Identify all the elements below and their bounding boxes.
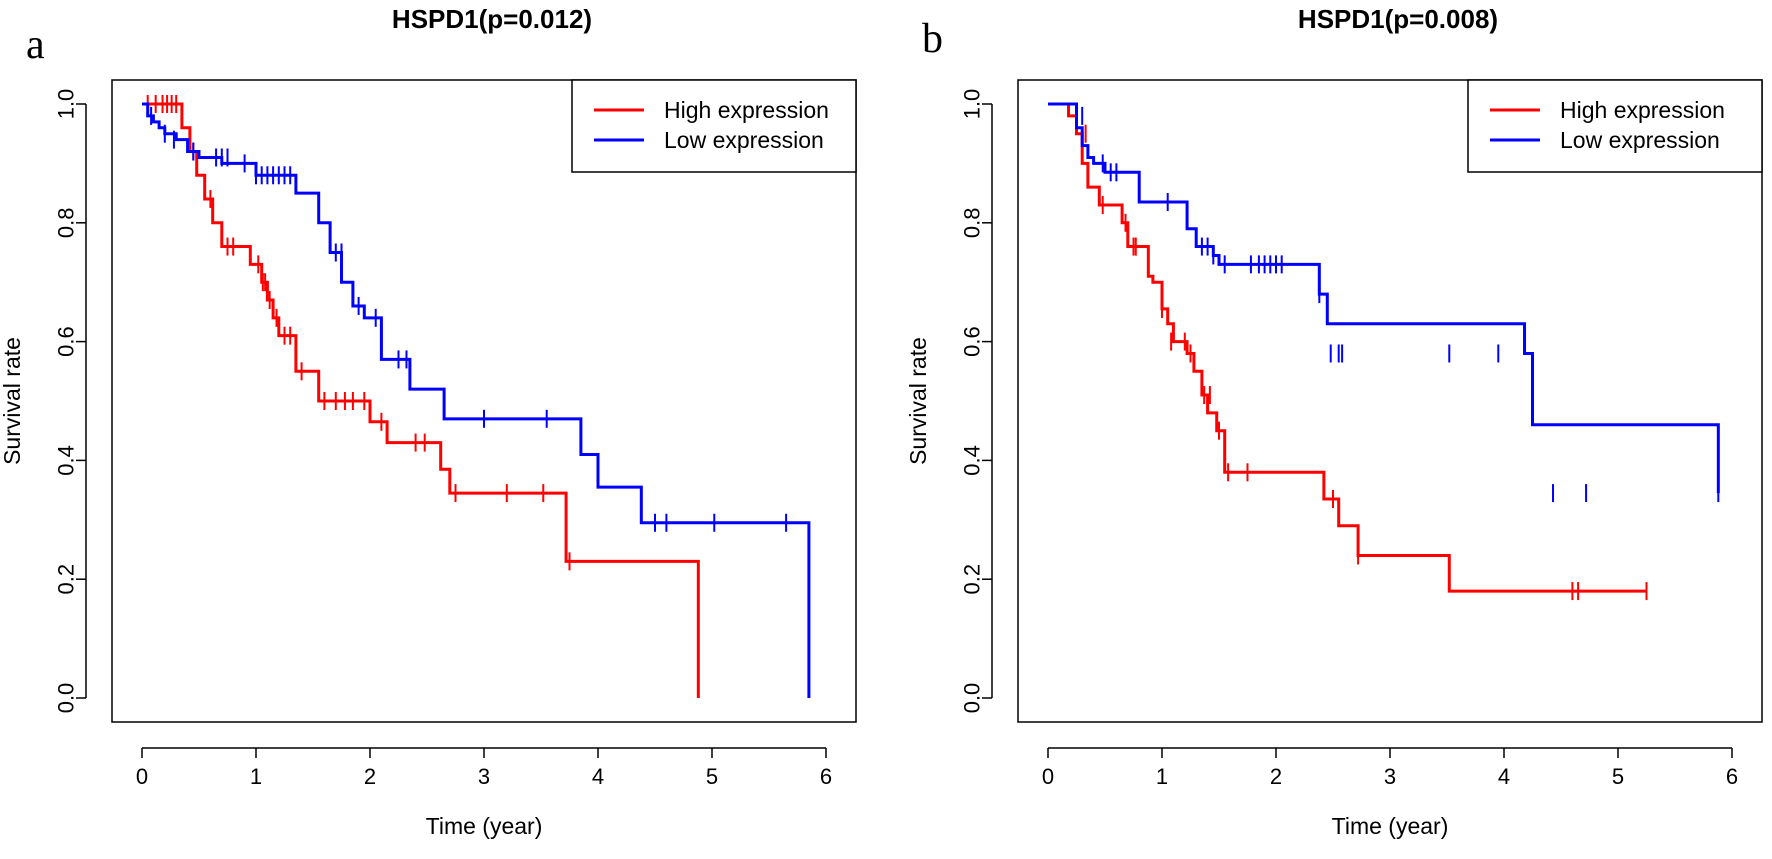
- y-tick-label: 0.4: [960, 445, 985, 476]
- y-tick-label: 0.0: [960, 683, 985, 714]
- legend-label: Low expression: [664, 127, 824, 153]
- x-tick-label: 2: [1270, 764, 1282, 789]
- y-tick-label: 0.2: [960, 564, 985, 595]
- legend-label: High expression: [664, 97, 829, 123]
- panel-letter: a: [26, 22, 45, 68]
- y-tick-label: 0.8: [960, 208, 985, 239]
- chart-title: HSPD1(p=0.008): [1298, 4, 1498, 34]
- series-line-high-expression: [1048, 102, 1647, 593]
- series-line-low-expression: [142, 102, 811, 698]
- y-tick-label: 0.8: [54, 208, 79, 239]
- x-tick-label: 6: [820, 764, 832, 789]
- x-tick-label: 6: [1726, 764, 1738, 789]
- x-tick-label: 0: [1042, 764, 1054, 789]
- plot-frame: [1017, 79, 1763, 723]
- y-tick-label: 0.2: [54, 564, 79, 595]
- x-tick-label: 4: [592, 764, 604, 789]
- chart-panel-a: HSPD1(p=0.012) a 0 1 2 3 4 5 6 0.0 0.2 0.4 0.6 0.8 1.0…: [0, 4, 857, 839]
- x-tick-label: 0: [136, 764, 148, 789]
- series-line-high-expression: [142, 102, 700, 698]
- x-tick-label: 5: [1612, 764, 1624, 789]
- x-tick-label: 1: [250, 764, 262, 789]
- x-axis-label: Time (year): [426, 813, 543, 839]
- x-tick-label: 2: [364, 764, 376, 789]
- legend-label: Low expression: [1560, 127, 1720, 153]
- y-axis-label: Survival rate: [0, 337, 25, 465]
- y-axis-label: Survival rate: [905, 337, 931, 465]
- x-tick-label: 1: [1156, 764, 1168, 789]
- y-tick-label: 0.4: [54, 445, 79, 476]
- panel-letter: b: [922, 16, 943, 62]
- y-tick-label: 0.0: [54, 683, 79, 714]
- legend-box: [571, 79, 857, 173]
- y-tick-label: 0.6: [960, 326, 985, 357]
- y-tick-label: 0.6: [54, 326, 79, 357]
- x-axis-label: Time (year): [1332, 813, 1449, 839]
- legend-box: [1467, 79, 1763, 173]
- y-tick-label: 1.0: [54, 89, 79, 120]
- x-tick-label: 5: [706, 764, 718, 789]
- y-tick-label: 1.0: [960, 89, 985, 120]
- legend-label: High expression: [1560, 97, 1725, 123]
- series-line-low-expression: [1048, 102, 1720, 494]
- x-tick-label: 3: [1384, 764, 1396, 789]
- chart-panel-b: HSPD1(p=0.008) b 0 1 2 3 4 5 6 0.0 0.2 0.4 0.6 0.8 1.0…: [905, 4, 1763, 839]
- chart-title: HSPD1(p=0.012): [392, 4, 592, 34]
- x-tick-label: 3: [478, 764, 490, 789]
- plot-frame: [111, 79, 857, 723]
- x-tick-label: 4: [1498, 764, 1510, 789]
